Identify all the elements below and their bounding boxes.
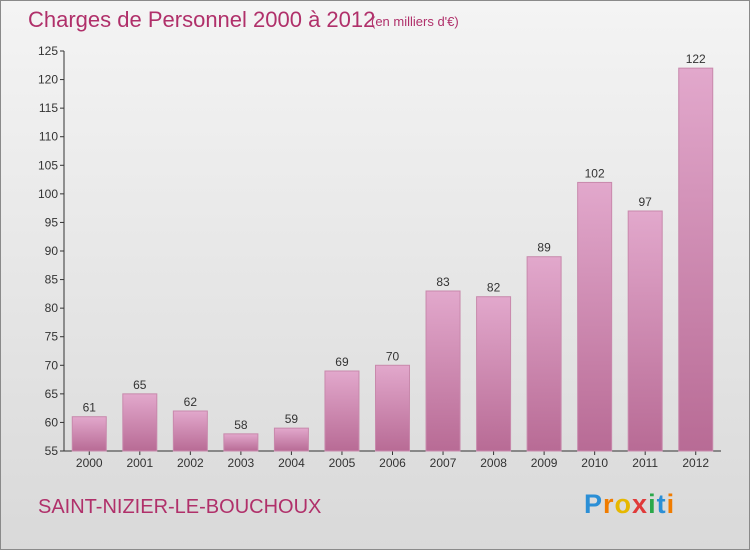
data-label: 82 bbox=[487, 281, 501, 295]
bar bbox=[577, 181, 613, 452]
x-tick-label: 2000 bbox=[76, 456, 103, 470]
data-label: 83 bbox=[436, 275, 450, 289]
commune-name: SAINT-NIZIER-LE-BOUCHOUX bbox=[38, 496, 322, 518]
data-label: 61 bbox=[83, 401, 97, 415]
x-tick-label: 2012 bbox=[682, 456, 709, 470]
bar bbox=[122, 393, 158, 452]
x-tick-label: 2005 bbox=[329, 456, 356, 470]
y-tick-label: 120 bbox=[38, 73, 58, 87]
data-label: 102 bbox=[585, 166, 605, 180]
y-tick-label: 95 bbox=[45, 215, 59, 229]
x-tick-label: 2008 bbox=[480, 456, 507, 470]
x-tick-label: 2006 bbox=[379, 456, 406, 470]
y-tick-label: 105 bbox=[38, 158, 58, 172]
data-label: 89 bbox=[537, 241, 551, 255]
logo-letter: i bbox=[648, 489, 657, 519]
data-label: 58 bbox=[234, 418, 248, 432]
x-tick-label: 2009 bbox=[531, 456, 558, 470]
y-tick-label: 110 bbox=[39, 130, 58, 144]
bar bbox=[375, 364, 410, 452]
bar bbox=[172, 410, 208, 452]
bar bbox=[324, 370, 360, 452]
y-tick-label: 60 bbox=[45, 415, 59, 429]
chart-title: Charges de Personnel 2000 à 2012 bbox=[28, 7, 376, 32]
y-tick-label: 65 bbox=[45, 387, 59, 401]
y-tick-label: 115 bbox=[39, 101, 58, 115]
data-label: 65 bbox=[133, 378, 147, 392]
x-tick-label: 2010 bbox=[581, 456, 608, 470]
bar bbox=[273, 427, 309, 452]
bar bbox=[425, 290, 461, 452]
bar bbox=[526, 256, 562, 452]
data-label: 70 bbox=[386, 349, 400, 363]
x-tick-label: 2004 bbox=[278, 456, 305, 470]
x-tick-label: 2002 bbox=[177, 456, 204, 470]
y-tick-label: 125 bbox=[38, 44, 58, 58]
y-tick-label: 85 bbox=[45, 273, 59, 287]
y-tick-label: 70 bbox=[45, 358, 59, 372]
logo-letter: r bbox=[603, 489, 615, 519]
bar bbox=[627, 210, 663, 452]
logo-letter: o bbox=[614, 489, 633, 519]
data-label: 59 bbox=[285, 412, 299, 426]
y-tick-label: 100 bbox=[38, 187, 58, 201]
logo-letter: x bbox=[632, 489, 649, 519]
x-tick-label: 2011 bbox=[632, 456, 658, 470]
data-label: 97 bbox=[639, 195, 653, 209]
bar bbox=[476, 296, 512, 452]
proxiti-logo: Proxiti bbox=[584, 489, 675, 520]
x-tick-label: 2003 bbox=[228, 456, 255, 470]
data-label: 62 bbox=[184, 395, 198, 409]
x-tick-label: 2001 bbox=[126, 456, 153, 470]
bar bbox=[71, 416, 107, 452]
logo-letter: i bbox=[666, 489, 676, 519]
logo-letter: t bbox=[656, 489, 667, 519]
chart-subtitle: (en milliers d'€) bbox=[371, 14, 459, 29]
y-tick-label: 80 bbox=[45, 301, 59, 315]
y-tick-label: 55 bbox=[45, 444, 59, 458]
x-tick-label: 2007 bbox=[430, 456, 457, 470]
bar bbox=[678, 67, 714, 452]
y-tick-label: 75 bbox=[45, 330, 59, 344]
y-tick-label: 90 bbox=[45, 244, 59, 258]
bar bbox=[223, 433, 259, 452]
logo-letter: P bbox=[584, 489, 604, 519]
data-label: 122 bbox=[686, 52, 706, 66]
data-label: 69 bbox=[335, 355, 349, 369]
